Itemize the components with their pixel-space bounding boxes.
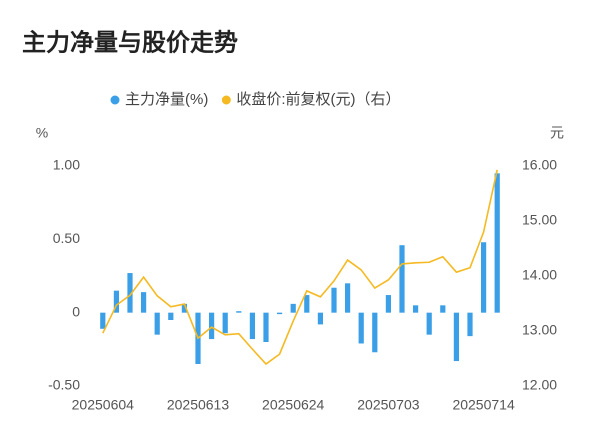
y-tick-label: 1.00 [53, 157, 80, 173]
bar [331, 287, 337, 313]
bar [372, 312, 378, 353]
y2-tick-label: 16.00 [522, 157, 557, 173]
bar [345, 283, 351, 313]
y2-tick-label: 14.00 [522, 267, 557, 283]
y2-tick-label: 12.00 [522, 377, 557, 393]
bar [358, 312, 364, 344]
y2-tick-label: 15.00 [522, 212, 557, 228]
bar [453, 312, 459, 362]
bar [113, 290, 119, 313]
bar [277, 312, 283, 315]
legend-marker [110, 95, 120, 105]
bar [127, 273, 133, 313]
bar [236, 311, 242, 313]
x-tick-label: 20250703 [357, 397, 420, 413]
bar [440, 305, 446, 313]
bar [209, 312, 215, 340]
x-tick-label: 20250714 [452, 397, 515, 413]
bar [426, 312, 432, 335]
x-tick-label: 20250613 [167, 397, 230, 413]
bar [304, 295, 310, 313]
bar [494, 173, 500, 313]
y2-unit: 元 [550, 125, 564, 141]
bar [249, 312, 255, 340]
y-unit: % [36, 125, 48, 141]
price-line [102, 169, 498, 366]
bar [181, 303, 187, 313]
bar [481, 242, 487, 313]
bar [154, 312, 160, 335]
bar [100, 312, 106, 329]
y-tick-label: 0.50 [53, 230, 80, 246]
chart-title: 主力净量与股价走势 [22, 28, 238, 56]
x-tick-label: 20250604 [72, 397, 135, 413]
x-tick-label: 20250624 [262, 397, 325, 413]
bar [141, 292, 147, 313]
bar [467, 312, 473, 337]
bar [168, 312, 174, 320]
bar [413, 305, 419, 313]
bar [317, 312, 323, 325]
bar [290, 303, 296, 313]
bar [385, 295, 391, 313]
y-tick-label: 0 [72, 303, 80, 319]
bar [399, 245, 405, 313]
legend-label: 主力净量(%) [125, 91, 208, 108]
legend-marker [221, 95, 231, 105]
bar [222, 312, 228, 334]
y-tick-label: -0.50 [48, 377, 80, 393]
legend-label: 收盘价:前复权(元)（右） [236, 90, 400, 108]
y2-tick-label: 13.00 [522, 322, 557, 338]
bar [263, 312, 269, 342]
